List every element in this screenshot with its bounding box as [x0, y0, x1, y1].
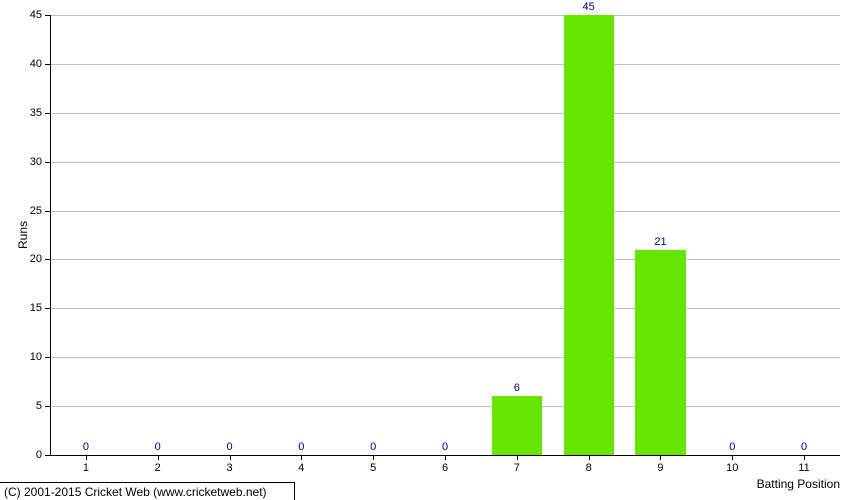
- plot-area: [50, 15, 840, 455]
- bar-value-label: 21: [654, 236, 666, 248]
- gridline: [50, 308, 840, 309]
- xtick-mark: [373, 455, 374, 460]
- bar-value-label: 45: [583, 1, 595, 13]
- xtick-mark: [445, 455, 446, 460]
- xtick-label: 9: [657, 462, 663, 474]
- xtick-label: 10: [726, 462, 738, 474]
- xtick-label: 7: [514, 462, 520, 474]
- gridline: [50, 211, 840, 212]
- xtick-mark: [589, 455, 590, 460]
- gridline: [50, 162, 840, 163]
- gridline: [50, 15, 840, 16]
- bar-value-label: 0: [370, 441, 376, 453]
- ytick-label: 25: [22, 205, 42, 217]
- xtick-mark: [732, 455, 733, 460]
- xtick-label: 2: [155, 462, 161, 474]
- gridline: [50, 406, 840, 407]
- xtick-label: 8: [586, 462, 592, 474]
- copyright-text: (C) 2001-2015 Cricket Web (www.cricketwe…: [4, 485, 267, 499]
- bar-value-label: 0: [83, 441, 89, 453]
- xtick-mark: [86, 455, 87, 460]
- xtick-mark: [301, 455, 302, 460]
- ytick-label: 10: [22, 351, 42, 363]
- bar-value-label: 0: [226, 441, 232, 453]
- gridline: [50, 64, 840, 65]
- bar-value-label: 0: [155, 441, 161, 453]
- xtick-label: 11: [798, 462, 809, 474]
- xtick-mark: [804, 455, 805, 460]
- gridline: [50, 357, 840, 358]
- ytick-label: 0: [22, 449, 42, 461]
- ytick-label: 35: [22, 107, 42, 119]
- ytick-label: 45: [22, 9, 42, 21]
- xtick-mark: [660, 455, 661, 460]
- y-axis-title: Runs: [16, 221, 30, 249]
- xtick-mark: [517, 455, 518, 460]
- bar-value-label: 0: [442, 441, 448, 453]
- gridline: [50, 259, 840, 260]
- xtick-mark: [158, 455, 159, 460]
- bar-value-label: 0: [298, 441, 304, 453]
- bar-value-label: 0: [801, 441, 807, 453]
- bar: [635, 250, 685, 455]
- xtick-label: 1: [83, 462, 89, 474]
- bar: [492, 396, 542, 455]
- ytick-label: 40: [22, 58, 42, 70]
- xtick-label: 5: [370, 462, 376, 474]
- ytick-label: 15: [22, 302, 42, 314]
- xtick-mark: [230, 455, 231, 460]
- y-axis-line: [50, 15, 51, 455]
- x-axis-title: Batting Position: [757, 477, 840, 491]
- bar: [564, 15, 614, 455]
- bar-value-label: 6: [514, 382, 520, 394]
- xtick-label: 4: [298, 462, 304, 474]
- xtick-label: 6: [442, 462, 448, 474]
- gridline: [50, 113, 840, 114]
- ytick-label: 20: [22, 253, 42, 265]
- ytick-label: 30: [22, 156, 42, 168]
- ytick-label: 5: [22, 400, 42, 412]
- xtick-label: 3: [226, 462, 232, 474]
- bar-value-label: 0: [729, 441, 735, 453]
